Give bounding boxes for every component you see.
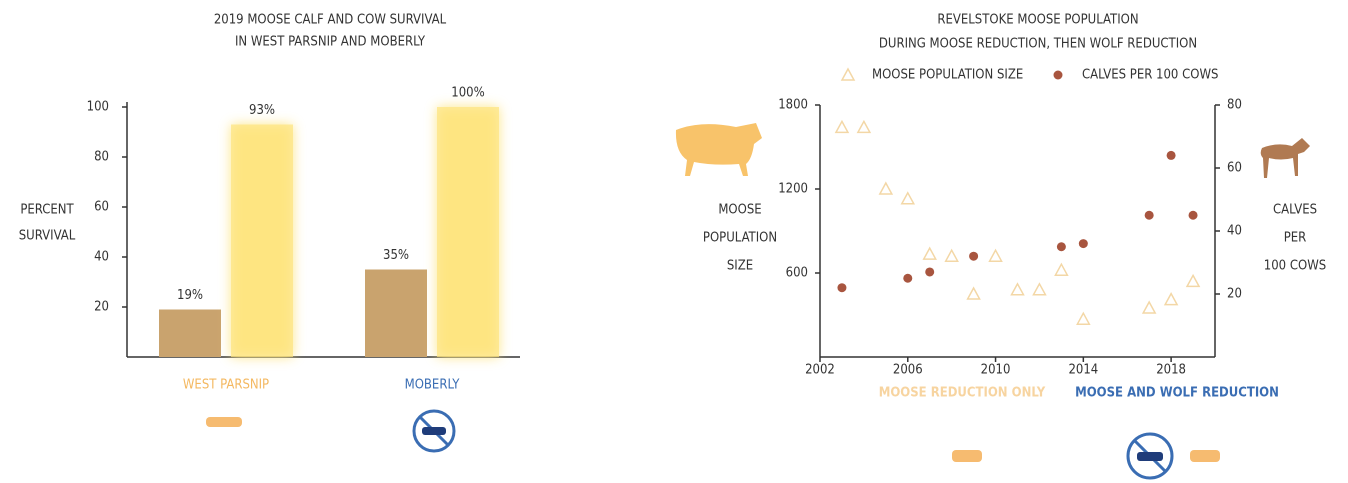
point [966, 286, 981, 300]
bar [159, 309, 221, 357]
point [1188, 210, 1198, 220]
y-tick-label: 60 [94, 200, 109, 215]
point [1185, 273, 1201, 288]
wolf-icon [422, 427, 1163, 461]
chart-title: DURING MOOSE REDUCTION, THEN WOLF REDUCT… [879, 37, 1197, 52]
y-axis-label: POPULATION [703, 231, 777, 246]
point [925, 267, 935, 277]
point [903, 273, 913, 283]
bar [231, 124, 293, 357]
legend-marker [840, 67, 856, 81]
y2-tick-label: 20 [1227, 287, 1242, 302]
y2-axis-label: 100 COWS [1264, 259, 1326, 274]
chart-title: REVELSTOKE MOOSE POPULATION [937, 13, 1138, 28]
legend-marker [1053, 70, 1063, 80]
no-wolf-icon [412, 409, 1174, 480]
point [837, 283, 847, 293]
x-tick-label: 2018 [1156, 363, 1186, 378]
x-tick-label: 2006 [893, 363, 923, 378]
x-tick-label: MOBERLY [405, 378, 461, 393]
point [1056, 242, 1066, 252]
y-tick-label: 1200 [778, 182, 808, 197]
y2-axis-label: PER [1284, 231, 1307, 246]
y-axis-label: SIZE [727, 259, 753, 274]
point [944, 248, 959, 262]
legend-label: CALVES PER 100 COWS [1082, 68, 1218, 83]
y-tick-label: 80 [94, 150, 109, 165]
y-axis-label: MOOSE [718, 203, 761, 218]
value-label: 35% [383, 248, 409, 263]
point [1166, 150, 1176, 160]
point [1054, 262, 1069, 276]
y-tick-label: 600 [786, 266, 808, 281]
y2-tick-label: 80 [1227, 98, 1242, 113]
y-tick-label: 1800 [778, 98, 808, 113]
y-tick-label: 100 [87, 100, 109, 115]
x-tick-label: 2002 [805, 363, 835, 378]
point [969, 251, 979, 261]
value-label: 100% [451, 86, 484, 101]
annotation: MOOSE AND WOLF REDUCTION [1075, 386, 1279, 401]
moose-icon [206, 417, 1220, 462]
point [1163, 292, 1179, 306]
calf-icon [1260, 138, 1310, 178]
chart-title: IN WEST PARSNIP AND MOBERLY [235, 35, 426, 50]
point [1076, 311, 1091, 325]
x-tick-label: WEST PARSNIP [183, 378, 269, 393]
y-axis-label: PERCENT [20, 203, 74, 218]
point [1010, 282, 1025, 296]
annotation: MOOSE REDUCTION ONLY [879, 386, 1046, 401]
bar [437, 107, 499, 357]
y-tick-label: 40 [94, 250, 109, 265]
y-axis-label: SURVIVAL [19, 229, 76, 244]
y2-tick-label: 60 [1227, 161, 1242, 176]
bar [365, 269, 427, 357]
point [988, 248, 1003, 262]
value-label: 93% [249, 103, 275, 118]
point [1032, 282, 1047, 296]
y-tick-label: 20 [94, 300, 109, 315]
legend-label: MOOSE POPULATION SIZE [872, 68, 1023, 83]
point [922, 246, 937, 260]
x-tick-label: 2014 [1068, 363, 1098, 378]
value-label: 19% [177, 288, 203, 303]
point [900, 191, 916, 205]
chart-title: 2019 MOOSE CALF AND COW SURVIVAL [214, 13, 447, 28]
x-tick-label: 2010 [981, 363, 1011, 378]
point [878, 181, 894, 195]
y2-axis-label: CALVES [1273, 203, 1317, 218]
point [1141, 300, 1157, 314]
point [1078, 239, 1088, 249]
point [834, 119, 850, 134]
y2-tick-label: 40 [1227, 224, 1242, 239]
moose-icon [675, 123, 762, 176]
point [856, 119, 872, 134]
point [1144, 210, 1154, 220]
